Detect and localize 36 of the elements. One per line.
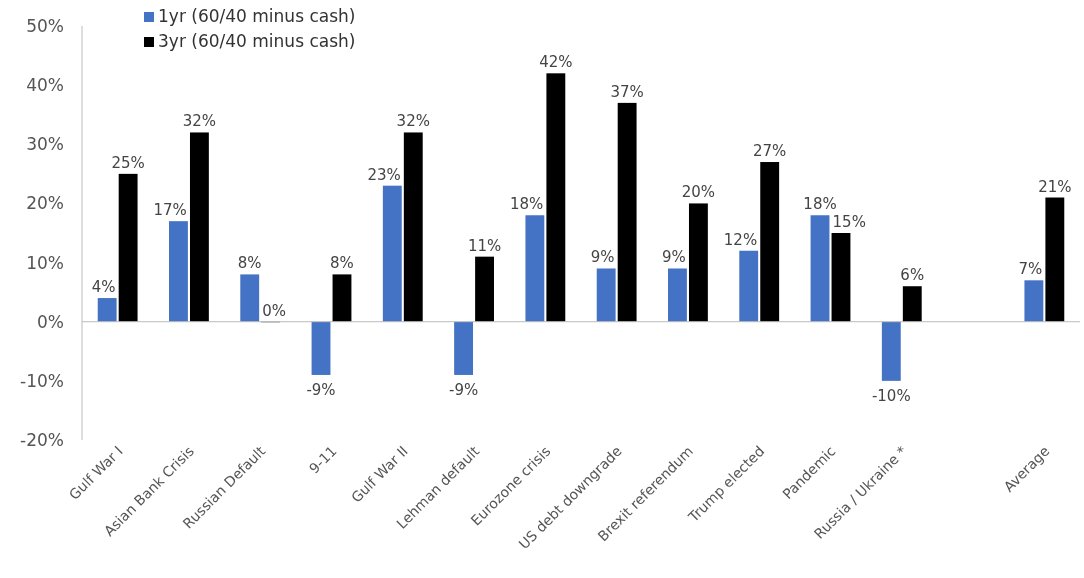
- data-label: 15%: [832, 213, 866, 231]
- y-tick-label: 30%: [26, 134, 64, 155]
- data-label: 4%: [91, 278, 116, 297]
- data-label: 23%: [367, 165, 401, 184]
- y-tick-label: 50%: [26, 15, 64, 36]
- legend-label: 1yr (60/40 minus cash): [158, 6, 356, 26]
- data-label: 37%: [610, 82, 644, 101]
- data-label: 7%: [1018, 260, 1043, 279]
- data-label: 18%: [803, 195, 837, 214]
- data-label: 18%: [509, 195, 544, 214]
- data-label: 42%: [539, 53, 573, 72]
- data-label: 32%: [396, 112, 430, 131]
- data-label: 8%: [330, 254, 354, 273]
- data-label: 11%: [467, 236, 502, 255]
- data-label: 9%: [662, 248, 686, 267]
- data-label: 25%: [111, 153, 145, 172]
- data-label: 27%: [753, 142, 787, 161]
- data-label: 6%: [900, 266, 925, 285]
- data-label: 21%: [1038, 177, 1072, 196]
- y-tick-label: -10%: [20, 370, 64, 391]
- data-label: -9%: [306, 380, 336, 399]
- legend-label: 3yr (60/40 minus cash): [158, 31, 356, 51]
- y-tick-label: 10%: [26, 252, 64, 273]
- data-label: 9%: [590, 248, 615, 267]
- data-label: -9%: [448, 380, 479, 399]
- data-label: 17%: [153, 201, 187, 220]
- data-label: 0%: [262, 301, 287, 320]
- data-label: 32%: [182, 112, 217, 131]
- data-label: 8%: [237, 254, 262, 273]
- y-tick-label: 40%: [26, 75, 64, 96]
- y-tick-label: 0%: [37, 311, 64, 332]
- y-tick-label: 20%: [26, 193, 64, 214]
- data-label: 20%: [681, 183, 716, 202]
- y-tick-label: -20%: [20, 429, 64, 450]
- data-label: -10%: [871, 386, 911, 405]
- data-label: 12%: [723, 230, 758, 249]
